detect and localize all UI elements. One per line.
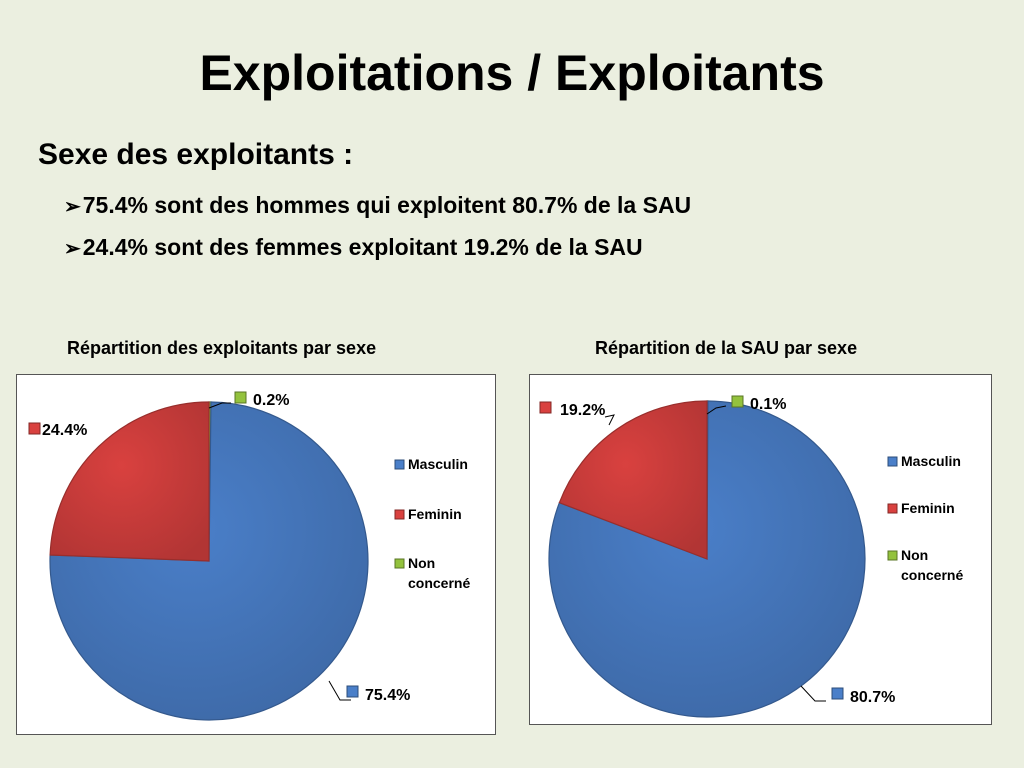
legend-swatch-non-concerne bbox=[887, 550, 898, 561]
data-label-masculin: 80.7% bbox=[850, 689, 895, 706]
pie-slice-feminin bbox=[49, 401, 210, 562]
label-marker-masculin bbox=[346, 685, 359, 698]
label-marker-feminin bbox=[539, 401, 552, 414]
label-marker-masculin bbox=[831, 687, 844, 700]
chart-sau-panel: 80.7% 19.2% 0.1% Masculin Feminin Non concerné bbox=[529, 374, 992, 725]
label-marker-non-concerne bbox=[234, 391, 247, 404]
leader-line bbox=[328, 680, 351, 701]
chart-title: Répartition de la SAU par sexe bbox=[595, 338, 858, 358]
pie-chart-sau: 80.7% 19.2% 0.1% Masculin Feminin Non concerné bbox=[539, 395, 963, 718]
legend-label-non-concerne: Non concerné bbox=[408, 555, 470, 591]
legend-swatch-feminin bbox=[887, 503, 898, 514]
chart-exploitants-panel: 75.4% 24.4% 0.2% Masculin Feminin Non concerné bbox=[16, 374, 496, 735]
data-label-masculin: 75.4% bbox=[365, 687, 410, 704]
arrow-bullet-icon: ➢ bbox=[64, 196, 81, 218]
legend-swatch-feminin bbox=[394, 509, 405, 520]
leader-line bbox=[800, 685, 826, 702]
data-label-non-concerne: 0.2% bbox=[253, 392, 289, 409]
legend-swatch-non-concerne bbox=[394, 558, 405, 569]
leader-line bbox=[208, 402, 231, 409]
label-marker-non-concerne bbox=[731, 395, 744, 408]
slide-title: Exploitations / Exploitants bbox=[199, 45, 825, 101]
data-label-feminin: 19.2% bbox=[560, 402, 605, 419]
bullet-text: 75.4% sont des hommes qui exploitent 80.… bbox=[82, 192, 692, 218]
pie-slice-feminin bbox=[558, 400, 708, 560]
bullet-text: 24.4% sont des femmes exploitant 19.2% d… bbox=[82, 234, 643, 260]
slide-subtitle: Sexe des exploitants : bbox=[38, 138, 354, 171]
legend-label-masculin: Masculin bbox=[408, 456, 468, 472]
arrow-bullet-icon: ➢ bbox=[64, 238, 81, 260]
chart-title: Répartition des exploitants par sexe bbox=[67, 338, 377, 358]
bullet-item: ➢24.4% sont des femmes exploitant 19.2% … bbox=[64, 234, 643, 261]
bullet-item: ➢75.4% sont des hommes qui exploitent 80… bbox=[64, 192, 691, 219]
data-label-feminin: 24.4% bbox=[42, 422, 87, 439]
data-label-non-concerne: 0.1% bbox=[750, 396, 786, 413]
legend-label-feminin: Feminin bbox=[901, 500, 955, 516]
legend-label-masculin: Masculin bbox=[901, 453, 961, 469]
pie-chart-exploitants: 75.4% 24.4% 0.2% Masculin Feminin Non concerné bbox=[28, 391, 470, 721]
label-marker-feminin bbox=[28, 422, 41, 435]
legend-swatch-masculin bbox=[887, 456, 898, 467]
legend-label-feminin: Feminin bbox=[408, 506, 462, 522]
leader-line bbox=[604, 414, 615, 426]
legend-label-non-concerne: Non concerné bbox=[901, 547, 963, 583]
leader-line bbox=[706, 405, 727, 415]
legend-swatch-masculin bbox=[394, 459, 405, 470]
